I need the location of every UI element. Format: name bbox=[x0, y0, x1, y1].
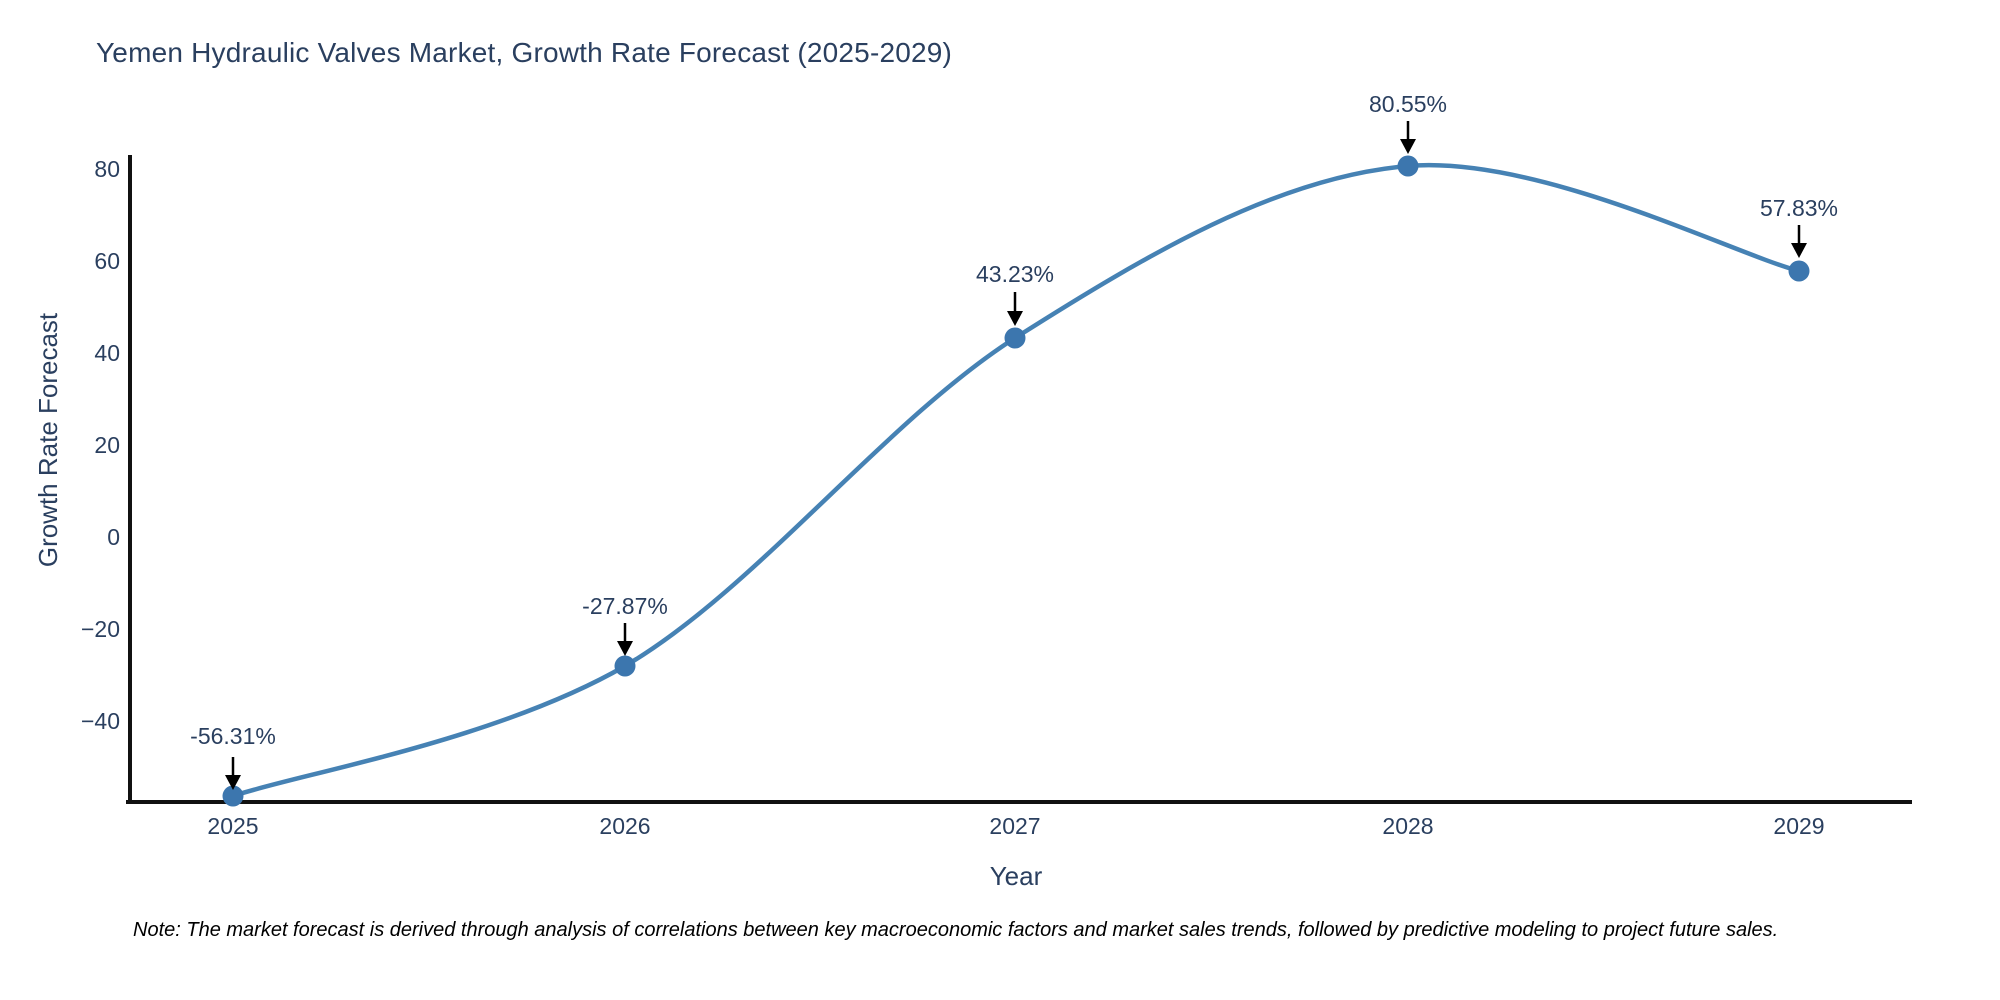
y-tick-label: 40 bbox=[94, 340, 120, 366]
data-point-2025 bbox=[222, 785, 244, 807]
x-tick-label: 2028 bbox=[1382, 813, 1434, 839]
data-point-2029 bbox=[1788, 260, 1810, 282]
point-annotation: -56.31% bbox=[190, 723, 276, 749]
x-tick-label: 2026 bbox=[599, 813, 651, 839]
annotation-arrow-2029 bbox=[1791, 225, 1807, 258]
x-tick-label: 2025 bbox=[207, 813, 259, 839]
x-tick-label: 2029 bbox=[1773, 813, 1825, 839]
point-annotation: -27.87% bbox=[582, 593, 668, 619]
y-tick-label: 20 bbox=[94, 432, 120, 458]
data-point-2028 bbox=[1397, 155, 1419, 177]
y-tick-label: −40 bbox=[80, 708, 120, 734]
footnote: Note: The market forecast is derived thr… bbox=[133, 919, 1779, 941]
y-tick-label: 80 bbox=[94, 156, 120, 182]
y-tick-label: 60 bbox=[94, 248, 120, 274]
y-axis-spine bbox=[128, 155, 132, 804]
annotation-arrow-2025 bbox=[225, 757, 241, 790]
x-axis-spine bbox=[126, 800, 1912, 804]
point-annotation: 57.83% bbox=[1759, 195, 1838, 221]
annotation-arrow-2026 bbox=[617, 623, 633, 656]
data-point-2027 bbox=[1004, 327, 1026, 349]
chart-title: Yemen Hydraulic Valves Market, Growth Ra… bbox=[96, 37, 953, 68]
point-annotation: 43.23% bbox=[975, 261, 1054, 287]
y-tick-label: 0 bbox=[107, 524, 120, 550]
data-point-2026 bbox=[614, 655, 636, 677]
point-annotation: 80.55% bbox=[1368, 91, 1447, 117]
annotation-arrow-2028 bbox=[1400, 121, 1416, 154]
x-axis-label: Year bbox=[989, 861, 1043, 891]
annotation-arrow-2027 bbox=[1007, 292, 1023, 326]
y-tick-label: −20 bbox=[80, 616, 120, 642]
x-tick-label: 2027 bbox=[989, 813, 1041, 839]
y-axis-label: Growth Rate Forecast bbox=[33, 312, 63, 568]
